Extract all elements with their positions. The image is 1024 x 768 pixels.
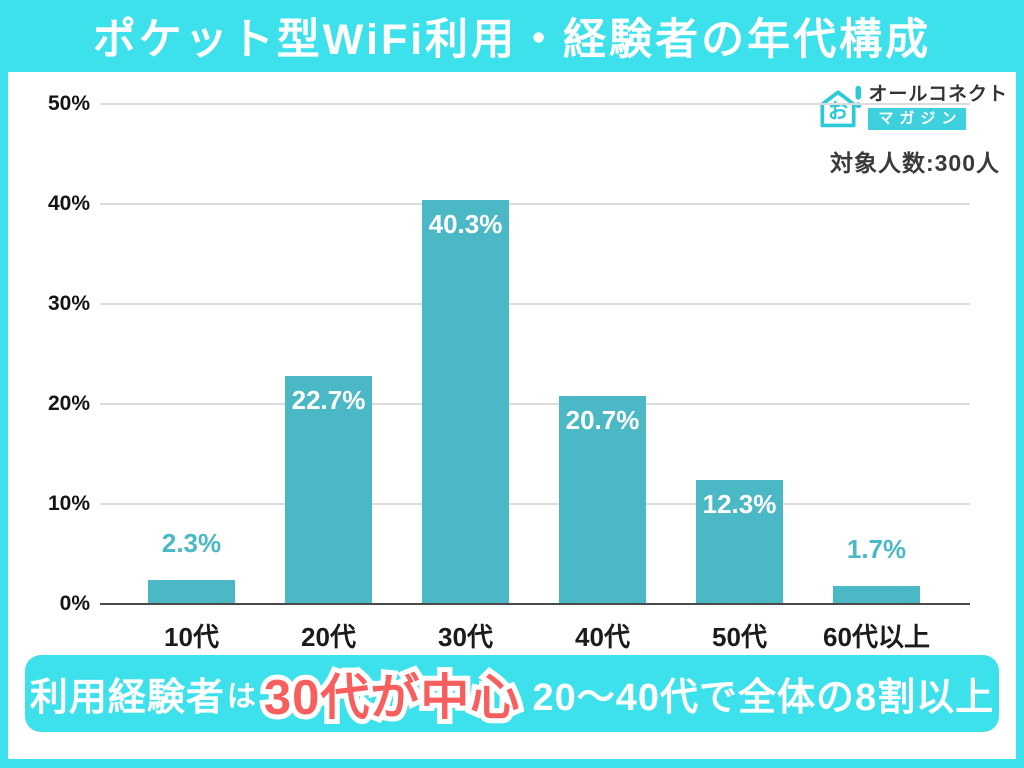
bar-value-label: 40.3% xyxy=(428,209,503,239)
logo-text: オールコネクト マガジン xyxy=(868,84,1008,130)
logo-brand-name: オールコネクト xyxy=(868,84,1008,105)
bar-value-label: 22.7% xyxy=(291,385,366,415)
bar xyxy=(422,200,509,603)
y-axis-tick-label: 0% xyxy=(59,592,90,615)
x-axis-label: 30代 xyxy=(438,622,493,652)
gridline xyxy=(100,203,970,205)
content-panel: お オールコネクト マガジン 対象人数:300人 0% 10% 20% 30% 40% 5… xyxy=(8,72,1016,759)
x-axis-label: 10代 xyxy=(164,622,219,652)
x-axis-label: 50代 xyxy=(712,622,767,652)
bar xyxy=(559,396,646,603)
bar xyxy=(833,586,920,603)
sample-size-note: 対象人数:300人 xyxy=(829,150,1000,176)
page-title: ポケット型WiFi利用・経験者の年代構成 xyxy=(92,16,932,64)
svg-text:お: お xyxy=(828,100,848,123)
x-axis-label: 60代以上 xyxy=(823,622,930,652)
gridline xyxy=(100,403,970,405)
bar-value-label: 20.7% xyxy=(565,405,640,435)
gridline xyxy=(100,103,970,105)
y-axis-tick-label: 10% xyxy=(47,492,90,515)
bar xyxy=(148,580,235,603)
bar-value-label: 12.3% xyxy=(702,489,777,519)
x-axis-label: 40代 xyxy=(575,622,630,652)
y-axis-tick-label: 40% xyxy=(47,192,90,215)
y-axis-tick-label: 30% xyxy=(47,292,90,315)
summary-highlight-text: 30代が中心 xyxy=(264,658,521,729)
bar xyxy=(285,376,372,603)
summary-text: 20〜40代で全体の8割以上 xyxy=(532,677,995,719)
x-axis-label: 20代 xyxy=(301,622,356,652)
summary-text: は xyxy=(226,680,256,713)
house-icon: お xyxy=(820,85,862,128)
gridline xyxy=(100,303,970,305)
bar-chart: 0% 10% 20% 30% 40% 50% 2.3% 10代 22.7% 20代 40.3% 30代… xyxy=(8,72,1016,759)
gridline xyxy=(100,503,970,505)
brand-logo: お オールコネクト マガジン xyxy=(814,84,1008,130)
bar-value-label: 1.7% xyxy=(846,534,907,564)
summary-text: 利用経験者 xyxy=(29,677,225,719)
bar-value-label: 2.3% xyxy=(161,528,222,558)
logo-magazine-badge: マガジン xyxy=(868,108,967,130)
bar xyxy=(696,480,783,603)
y-axis-tick-label: 50% xyxy=(47,92,90,115)
y-axis-tick-label: 20% xyxy=(47,392,90,415)
x-axis-line xyxy=(100,603,970,605)
